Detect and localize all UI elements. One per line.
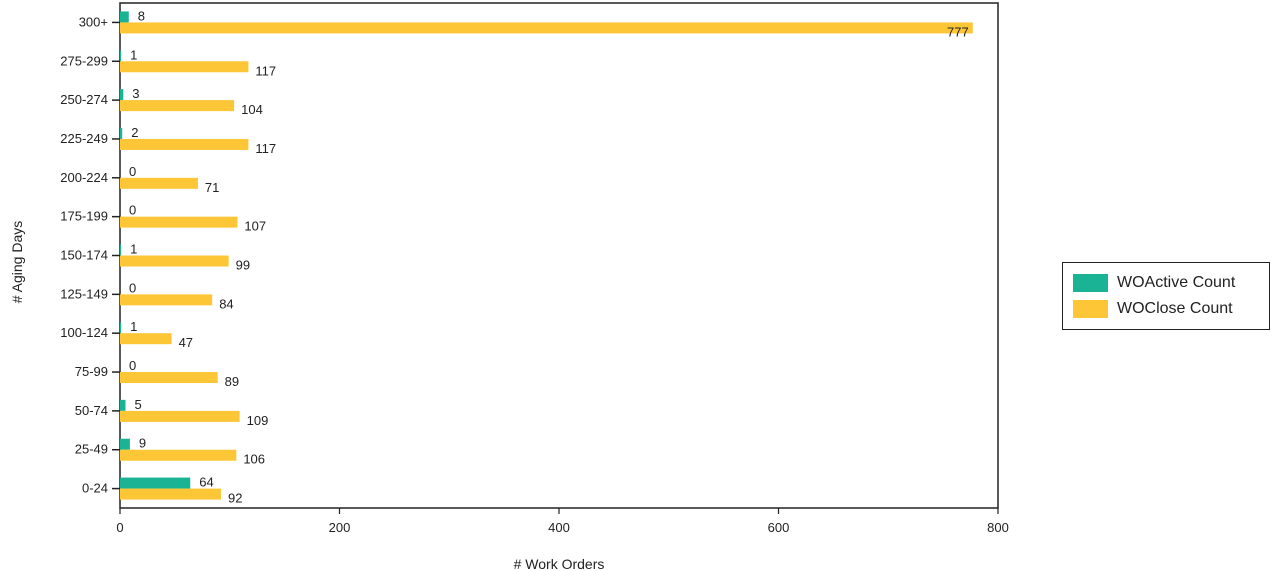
data-label-woactive: 1 [130,319,137,334]
y-tick-label: 275-299 [60,53,108,68]
bar-woclose [120,449,237,461]
y-tick-label: 200-224 [60,170,108,185]
bar-woactive [120,438,130,450]
bar-woclose [120,216,238,228]
data-label-woactive: 0 [129,358,136,373]
y-tick-label: 25-49 [75,442,108,457]
y-tick-label: 75-99 [75,364,108,379]
bar-woactive [120,89,124,101]
data-label-woactive: 2 [131,125,138,140]
chart-labels: 8 777 1 117 3 104 2 117 0 71 0 107 1 99 0 84 1 47 0 89 5 109 9… [129,8,969,505]
bar-woclose [120,410,240,422]
data-label-woclose: 84 [219,296,233,311]
bar-woclose [120,294,213,306]
data-label-woclose: 106 [243,452,265,467]
bar-woactive [120,127,123,139]
data-label-woactive: 1 [130,47,137,62]
data-label-woactive: 9 [139,436,146,451]
chart-axes: 0 200 400 600 800300+275-299250-274225-24920… [60,2,1009,535]
data-label-woactive: 0 [129,203,136,218]
data-label-woactive: 0 [129,164,136,179]
legend-swatch-woclose [1073,300,1108,318]
data-label-woclose: 89 [225,374,239,389]
data-label-woclose: 117 [255,141,276,156]
data-label-woactive: 1 [130,242,137,257]
y-tick-label: 125-149 [60,286,108,301]
y-tick-label: 175-199 [60,209,108,224]
bar-woclose [120,255,229,267]
x-tick-label: 0 [116,520,123,535]
bar-woclose [120,372,218,384]
bar-woactive [120,50,122,62]
y-tick-label: 250-274 [60,92,108,107]
x-tick-label: 800 [987,520,1009,535]
data-label-woclose: 107 [244,219,266,234]
x-tick-label: 400 [548,520,570,535]
y-tick-label: 0-24 [82,481,108,496]
legend-item-woclose: WOClose Count [1073,298,1233,320]
legend-label-woactive: WOActive Count [1117,274,1236,291]
y-tick-label: 225-249 [60,131,108,146]
bar-woclose [120,100,235,112]
data-label-woclose: 92 [228,491,242,506]
y-tick-label: 100-124 [60,325,108,340]
data-label-woclose: 104 [241,102,263,117]
data-label-woclose: 117 [255,63,276,78]
data-label-woactive: 3 [132,86,139,101]
data-label-woactive: 64 [199,475,213,490]
bar-woactive [120,11,129,23]
data-label-woactive: 0 [129,280,136,295]
chart-legend: WOActive Count WOClose Count [1062,262,1270,330]
bar-woclose [120,22,973,34]
bar-woactive [120,322,122,334]
data-label-woclose: 109 [247,413,269,428]
data-label-woclose: 99 [236,258,250,273]
bar-woclose [120,138,249,150]
legend-item-woactive: WOActive Count [1073,272,1235,294]
plot-frame [119,2,999,509]
data-label-woactive: 8 [138,8,145,23]
x-axis-title: # Work Orders [514,556,605,571]
data-label-woactive: 5 [134,397,141,412]
y-tick-label: 150-174 [60,248,108,263]
bar-woclose [120,61,249,73]
bar-woclose [120,177,198,189]
y-axis-title: # Aging Days [9,221,25,304]
bar-woactive [120,477,191,489]
bar-woclose [120,333,172,345]
x-tick-label: 600 [768,520,790,535]
bar-woclose [120,488,221,500]
bar-woactive [120,399,126,411]
data-label-woclose: 71 [205,180,219,195]
bar-woactive [120,244,122,256]
data-label-woclose: 47 [179,335,193,350]
legend-swatch-woactive [1073,274,1108,292]
data-label-woclose: 777 [947,24,969,39]
y-tick-label: 50-74 [75,403,108,418]
y-tick-label: 300+ [79,14,108,29]
x-tick-label: 200 [329,520,351,535]
legend-label-woclose: WOClose Count [1117,300,1233,317]
chart-bars [120,11,973,500]
